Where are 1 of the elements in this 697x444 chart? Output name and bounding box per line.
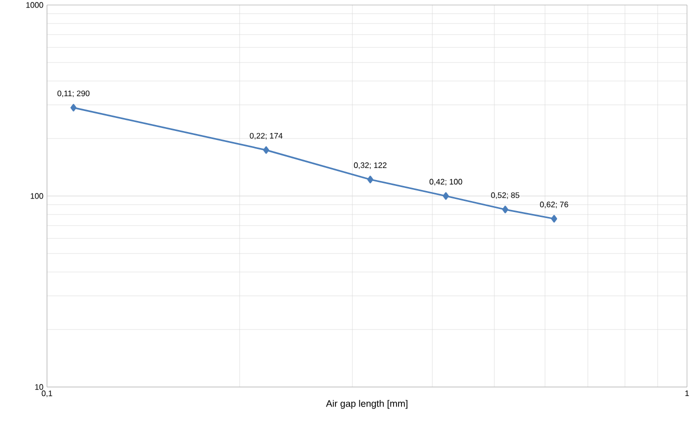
x-axis-title: Air gap length [mm] xyxy=(326,400,408,409)
